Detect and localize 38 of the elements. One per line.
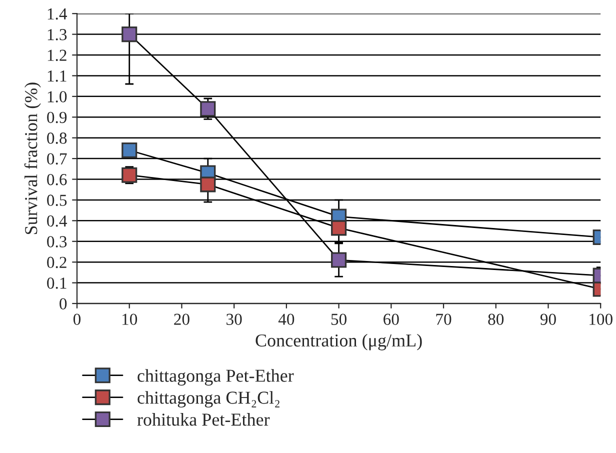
x-tick-label: 100 xyxy=(590,314,612,325)
x-tick-label: 70 xyxy=(436,314,452,325)
y-tick-label: 0 xyxy=(60,298,67,310)
point xyxy=(200,101,216,117)
x-axis-title: Concentration (μg/mL) xyxy=(256,334,422,350)
y-tick-label: 0.1 xyxy=(47,278,66,289)
legend-label: rohituka Pet-Ether xyxy=(137,413,270,426)
x-tick-label: 60 xyxy=(384,314,399,325)
x-tick-label: 50 xyxy=(331,314,346,325)
y-tick-label: 0.5 xyxy=(47,194,67,206)
y-tick-label: 0.4 xyxy=(47,215,68,227)
y-tick-label: 0.3 xyxy=(47,236,67,248)
y-axis-title: Survival fraction (%) xyxy=(24,82,41,234)
point xyxy=(200,176,216,192)
point xyxy=(122,167,138,183)
x-tick-label: 30 xyxy=(226,314,242,325)
point xyxy=(331,252,347,268)
y-tick-label: 0.8 xyxy=(47,132,67,144)
x-tick-label: 0 xyxy=(73,314,81,325)
y-tick-label: 1.4 xyxy=(48,8,68,20)
point xyxy=(122,26,138,42)
x-tick-label: 90 xyxy=(540,314,556,325)
y-tick-label: 1.1 xyxy=(48,70,66,82)
legend-label: chittagonga Pet-Ether xyxy=(138,369,294,386)
point xyxy=(331,220,347,236)
y-tick-label: 1.3 xyxy=(48,29,67,40)
y-tick-label: 0.7 xyxy=(47,153,67,165)
x-tick-label: 10 xyxy=(122,314,138,325)
x-tick-label: 40 xyxy=(278,314,294,325)
y-tick-label: 0.9 xyxy=(47,112,67,124)
x-tick-label: 80 xyxy=(488,314,504,325)
y-tick-label: 0.6 xyxy=(47,174,67,186)
x-tick-label: 20 xyxy=(174,314,190,325)
y-tick-label: 1.0 xyxy=(48,91,67,102)
legend-label: chittagonga CH₂Cl₂ xyxy=(138,391,280,408)
y-tick-label: 0.2 xyxy=(47,256,66,268)
y-tick-label: 1.2 xyxy=(48,50,66,62)
point xyxy=(122,142,138,158)
